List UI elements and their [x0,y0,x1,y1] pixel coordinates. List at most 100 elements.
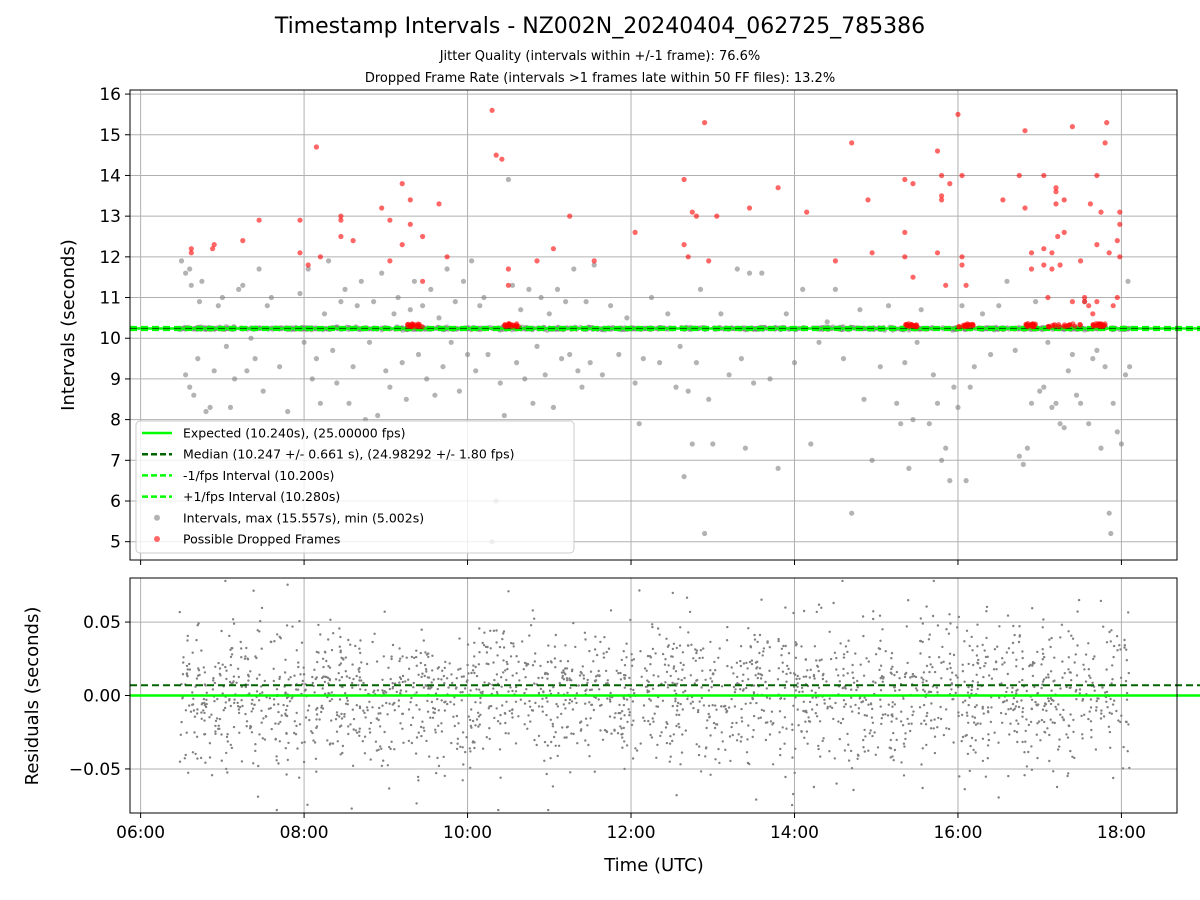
residual-point [1023,751,1026,754]
intervals-y-tick-label: 10 [99,329,121,349]
residual-point [781,670,785,673]
residual-point [825,680,828,683]
residual-point [1096,697,1099,700]
residual-point [260,685,263,688]
residual-point [398,647,401,650]
residual-point [424,651,427,654]
residual-point [529,705,532,708]
residual-point [976,645,979,648]
residual-point [813,645,817,648]
residual-point [492,661,495,664]
residual-point [443,666,446,670]
residual-point [808,700,812,704]
residual-point [698,745,701,748]
residual-point [311,675,314,679]
residual-point [930,702,933,705]
dropped-frame-point [1086,303,1092,309]
residual-point [1012,708,1015,712]
residual-point [984,775,988,778]
interval-point [1016,453,1022,459]
residual-point [557,744,561,747]
interval-point [1053,400,1059,406]
residual-point [623,740,626,743]
residual-point [672,665,676,668]
interval-point [399,360,405,366]
residual-point [800,686,804,690]
intervals-y-tick-label: 8 [110,411,121,431]
residual-point [481,641,484,645]
residual-point [481,690,484,693]
residual-point [255,690,259,693]
residual-point [500,676,503,679]
residual-point [768,697,772,700]
residual-point [440,722,443,725]
residual-point [725,711,728,714]
dropped-frame-point [947,181,953,187]
residual-point [1015,730,1019,734]
residual-point [1115,709,1118,713]
residuals-axis-ticks: 06:00 08:00 10:00 12:00 14:00 16:00 18:00−0.05… [69,613,1146,843]
legend-box [135,420,575,554]
interval-point [391,311,397,317]
residual-point [1105,641,1109,644]
dropped-frame-point [1082,294,1088,301]
residual-point [277,722,280,725]
residual-point [956,626,959,629]
residual-point [231,618,235,621]
residual-point [493,716,496,720]
residual-point [783,716,787,719]
residual-point [768,733,772,736]
residual-point [205,691,208,694]
residual-point [1067,772,1070,775]
residual-point [336,713,339,717]
residual-point [283,671,287,674]
residual-point [554,666,557,669]
residual-point [422,686,426,689]
residual-point [561,674,564,678]
residuals-y-tick-label: 0.05 [83,613,121,633]
residual-point [551,722,554,726]
interval-point [481,294,487,301]
residual-point [278,740,281,743]
residual-point [264,715,268,718]
residual-point [391,643,395,647]
residual-point [871,721,875,724]
residual-point [340,676,344,679]
residual-point [751,735,754,739]
interval-point [934,400,941,406]
residual-point [1025,718,1028,721]
residual-point [339,662,343,665]
residual-point [344,670,347,673]
residual-point [961,663,964,666]
residual-point [739,645,743,648]
residual-point [647,719,650,723]
residual-point [594,635,597,638]
residual-point [794,747,797,750]
residual-point [642,704,646,707]
residual-point [278,635,281,638]
residual-point [514,742,518,745]
residual-point [1052,770,1055,773]
residual-point [838,737,841,741]
residual-point [989,720,993,724]
residual-point [1055,785,1059,789]
residual-point [526,727,529,730]
dropped-frame-point [210,246,216,252]
residual-point [483,631,486,634]
residual-point [285,708,288,712]
residual-point [352,728,355,731]
residual-point [623,767,626,771]
residual-point [1115,635,1119,638]
residual-point [985,636,988,640]
residual-point [224,665,227,669]
interval-point [497,380,503,386]
residual-point [193,731,196,734]
residual-point [472,664,475,667]
residual-point [507,690,510,693]
residual-point [1040,718,1044,722]
residual-point [388,687,392,691]
residual-point [939,717,943,721]
residual-point [1015,700,1019,703]
interval-point [403,396,409,402]
residual-point [732,672,735,675]
